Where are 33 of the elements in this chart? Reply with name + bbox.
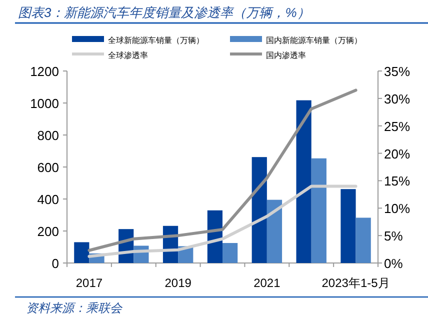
y2-tick-label: 30% [384, 91, 410, 106]
y2-tick-label: 35% [384, 64, 410, 79]
y2-tick-label: 10% [384, 201, 410, 216]
bar [311, 158, 326, 263]
legend-label: 国内新能源车销量（万辆） [266, 36, 362, 45]
legend-label: 全球渗透率 [108, 51, 148, 60]
y2-tick-label: 25% [384, 118, 410, 134]
bar [340, 189, 356, 263]
y2-tick-label: 15% [384, 174, 410, 189]
legend-label: 全球新能源车销量（万辆） [108, 36, 204, 45]
bar [296, 100, 312, 263]
x-tick-label: 2023年1-5月 [322, 276, 390, 290]
chart-title: 图表3：新能源汽车年度销量及渗透率（万辆，%） [18, 5, 310, 20]
y-tick-label: 600 [37, 160, 59, 175]
y-tick-label: 800 [37, 128, 59, 143]
bar [356, 218, 371, 263]
bar [266, 200, 282, 263]
bar [252, 157, 267, 263]
bar [74, 242, 90, 263]
y2-tick-label: 5% [384, 228, 404, 244]
x-tick-label: 2021 [254, 276, 281, 290]
legend-label: 国内渗透率 [266, 51, 306, 60]
y2-tick-label: 0% [384, 256, 404, 271]
y-tick-label: 1000 [30, 96, 59, 111]
text: 资料来源：乘联会 [26, 301, 123, 315]
x-tick-label: 2017 [76, 276, 103, 290]
y-tick-label: 1200 [30, 64, 59, 79]
y-tick-label: 200 [37, 224, 59, 239]
y-tick-label: 400 [37, 192, 59, 207]
y2-tick-label: 20% [384, 146, 410, 162]
x-tick-label: 2019 [164, 276, 192, 290]
y-tick-label: 0 [52, 256, 59, 271]
bar [222, 243, 238, 263]
